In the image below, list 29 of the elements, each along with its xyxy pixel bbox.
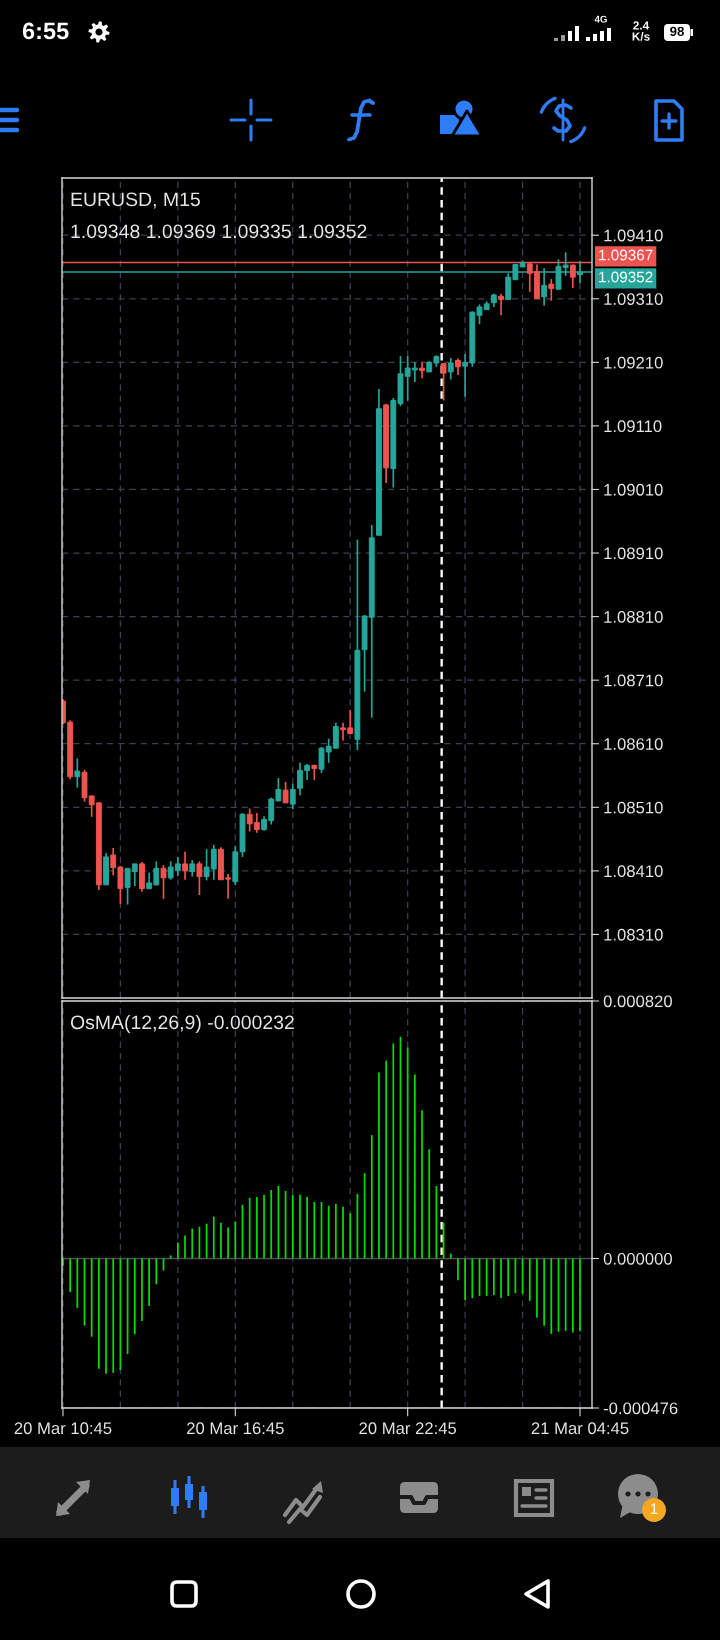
text: 1.09348 1.09369 1.09335 1.09352 xyxy=(71,224,367,239)
y-tick-label: 1.09010 xyxy=(604,483,663,496)
y-tick-label: 1.09310 xyxy=(604,293,663,305)
y-tick-label: 1.08510 xyxy=(604,801,663,814)
x-tick-label: 20 Mar 16:45 xyxy=(187,1422,284,1435)
y-tick-label: 1.09210 xyxy=(604,356,663,369)
text: 2.4 K/s xyxy=(632,21,650,41)
y-tick-label: 1.08310 xyxy=(604,928,663,941)
x-tick-label: 21 Mar 04:45 xyxy=(531,1422,629,1435)
ref-line-label: 1.09352 xyxy=(599,271,653,283)
ref-line-label: 1.09367 xyxy=(599,249,653,261)
text: 4G xyxy=(594,15,607,23)
y-tick-label: 1.09410 xyxy=(604,229,663,242)
text: OsMA(12,26,9) -0.000232 xyxy=(70,1014,294,1034)
text: EURUSD, M15 xyxy=(71,192,200,209)
y-tick-label: 1.08410 xyxy=(604,865,663,878)
x-tick-label: 20 Mar 10:45 xyxy=(14,1422,112,1435)
y-tick-label: 0.000000 xyxy=(603,1252,672,1265)
y-tick-label: 1.08810 xyxy=(604,611,663,623)
y-tick-label: 1.08610 xyxy=(604,738,663,750)
text: 1 xyxy=(650,1503,658,1514)
y-tick-label: 1.08910 xyxy=(604,547,663,560)
text: 6:55 xyxy=(22,22,69,40)
y-tick-label: 0.000820 xyxy=(603,995,672,1008)
x-tick-label: 20 Mar 22:45 xyxy=(359,1422,457,1435)
text: 98 xyxy=(670,26,684,37)
y-tick-label: 1.09110 xyxy=(604,420,662,433)
y-tick-label: -0.000476 xyxy=(603,1402,678,1415)
y-tick-label: 1.08710 xyxy=(604,674,663,687)
